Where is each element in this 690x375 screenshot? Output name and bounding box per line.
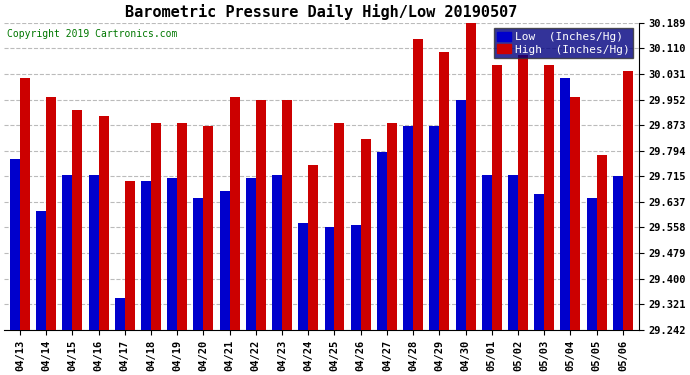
- Bar: [88, 175, 99, 330]
- Bar: [482, 175, 492, 330]
- Bar: [518, 55, 528, 330]
- Legend: Low  (Inches/Hg), High  (Inches/Hg): Low (Inches/Hg), High (Inches/Hg): [494, 28, 633, 58]
- Bar: [597, 155, 607, 330]
- Bar: [440, 52, 449, 330]
- Bar: [36, 210, 46, 330]
- Title: Barometric Pressure Daily High/Low 20190507: Barometric Pressure Daily High/Low 20190…: [125, 4, 518, 20]
- Bar: [335, 123, 344, 330]
- Bar: [46, 97, 56, 330]
- Bar: [62, 175, 72, 330]
- Bar: [99, 117, 108, 330]
- Bar: [115, 298, 125, 330]
- Bar: [403, 126, 413, 330]
- Bar: [256, 100, 266, 330]
- Bar: [560, 78, 571, 330]
- Bar: [282, 100, 292, 330]
- Bar: [613, 177, 623, 330]
- Bar: [455, 100, 466, 330]
- Bar: [230, 97, 239, 330]
- Bar: [167, 178, 177, 330]
- Bar: [204, 126, 213, 330]
- Bar: [429, 126, 440, 330]
- Bar: [219, 191, 230, 330]
- Bar: [544, 64, 554, 330]
- Bar: [141, 182, 151, 330]
- Bar: [534, 194, 544, 330]
- Bar: [177, 123, 187, 330]
- Bar: [351, 225, 361, 330]
- Bar: [413, 39, 423, 330]
- Bar: [623, 71, 633, 330]
- Bar: [492, 64, 502, 330]
- Bar: [298, 224, 308, 330]
- Bar: [508, 175, 518, 330]
- Bar: [324, 227, 335, 330]
- Bar: [377, 152, 387, 330]
- Bar: [387, 123, 397, 330]
- Bar: [586, 198, 597, 330]
- Bar: [125, 182, 135, 330]
- Bar: [20, 78, 30, 330]
- Bar: [571, 97, 580, 330]
- Bar: [272, 175, 282, 330]
- Bar: [10, 159, 20, 330]
- Bar: [246, 178, 256, 330]
- Bar: [361, 139, 371, 330]
- Bar: [72, 110, 82, 330]
- Bar: [466, 22, 475, 330]
- Bar: [151, 123, 161, 330]
- Bar: [308, 165, 318, 330]
- Bar: [193, 198, 204, 330]
- Text: Copyright 2019 Cartronics.com: Copyright 2019 Cartronics.com: [8, 29, 178, 39]
